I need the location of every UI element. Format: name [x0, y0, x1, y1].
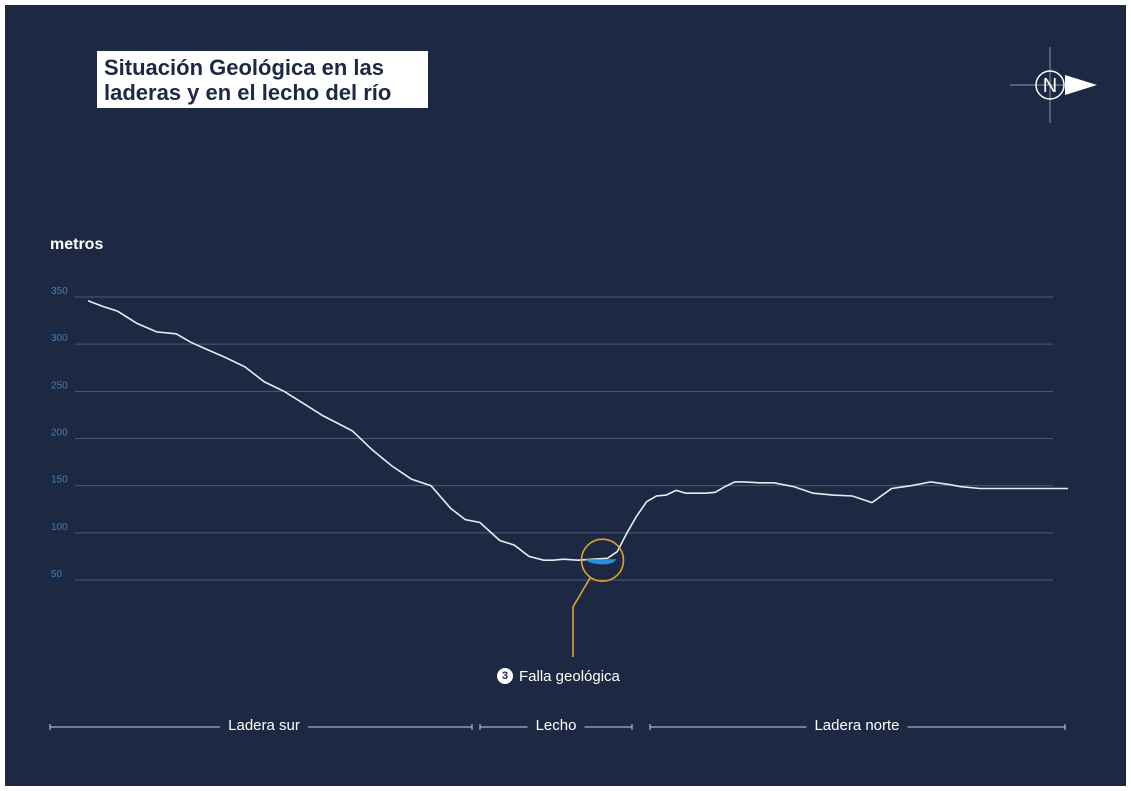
y-tick-label-100: 100 [51, 522, 68, 533]
y-tick-label-150: 150 [51, 475, 68, 486]
title-line-1: Situación Geológica en las [104, 55, 384, 80]
title-line-2: laderas y en el lecho del río [104, 80, 392, 105]
fault-marker-badge: 3 [497, 668, 513, 684]
section-label-ladera-sur: Ladera sur [220, 717, 308, 734]
compass-north-icon: N [1010, 47, 1097, 123]
grid-layer [75, 296, 1053, 581]
fault-annotation-text: Falla geológica [519, 667, 620, 685]
y-tick-label-50: 50 [51, 569, 63, 580]
terrain-profile-line [87, 300, 1068, 562]
fault-annotation: 3 Falla geológica [497, 665, 620, 687]
y-axis-label: metros [50, 236, 104, 253]
section-label-lecho: Lecho [527, 717, 585, 734]
river-water-mark [585, 559, 617, 565]
chart-title: Situación Geológica en las laderas y en … [97, 51, 428, 108]
compass-label: N [1043, 75, 1057, 97]
y-tick-label-300: 300 [51, 333, 68, 344]
tick-layer: 350 300 250 200 150 100 50 [51, 286, 68, 580]
fault-leader-line [572, 576, 592, 657]
y-tick-label-350: 350 [51, 286, 68, 297]
y-tick-label-250: 250 [51, 380, 68, 391]
y-tick-label-200: 200 [51, 428, 68, 439]
chart-panel [5, 5, 1126, 786]
section-label-ladera-norte: Ladera norte [806, 717, 908, 734]
fault-circle-marker [580, 538, 625, 582]
